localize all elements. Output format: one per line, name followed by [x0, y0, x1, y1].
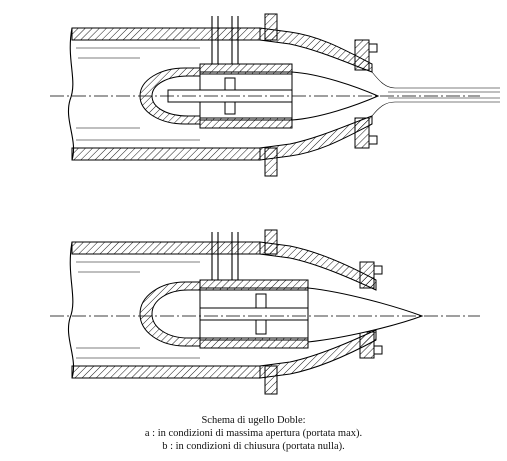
flange-top	[264, 229, 278, 255]
pipe-break-line	[67, 241, 75, 379]
tip-bolts-b	[359, 261, 383, 359]
spear-bulb-inner	[151, 289, 201, 339]
caption-title: Schema di ugello Doble:	[201, 415, 306, 426]
water-jet	[371, 71, 500, 117]
servo-inner-bottom	[199, 337, 309, 349]
pipe-break-line	[67, 27, 75, 161]
figure-caption: Schema di ugello Doble: a : in condizion…	[0, 414, 507, 453]
flange-bottom	[264, 147, 278, 177]
flow-lines	[76, 47, 200, 141]
flange-bottom	[264, 365, 278, 395]
flange-top	[264, 13, 278, 41]
servo-inner-top	[199, 63, 293, 75]
spear-rod	[199, 307, 309, 321]
panel-a-max-opening	[50, 13, 500, 177]
control-pipes-b	[211, 232, 239, 280]
pipe-wall-bottom	[71, 147, 261, 161]
servo-inner-bottom	[199, 117, 293, 129]
spear-tip-closed	[307, 287, 424, 343]
servo-inner-top	[199, 279, 309, 291]
doble-nozzle-diagram	[50, 13, 500, 395]
caption-line-b: b : in condizioni di chiusura (portata n…	[162, 441, 345, 452]
nozzle-casing-top	[259, 241, 377, 291]
caption-line-a: a : in condizioni di massima apertura (p…	[144, 428, 363, 439]
panel-b-closed	[50, 229, 480, 395]
spear-tip-open	[291, 71, 380, 121]
pipe-wall-bottom	[71, 365, 261, 379]
control-pipes-a	[211, 16, 239, 64]
tip-bolts-a	[354, 39, 378, 149]
flow-lines	[76, 261, 200, 359]
